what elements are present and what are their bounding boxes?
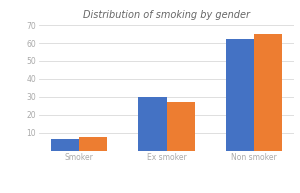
- Bar: [51, 139, 79, 151]
- Bar: [138, 97, 167, 151]
- Bar: [254, 34, 282, 151]
- Bar: [79, 137, 107, 151]
- Title: Distribution of smoking by gender: Distribution of smoking by gender: [83, 10, 250, 20]
- Bar: [167, 102, 195, 151]
- Bar: [226, 39, 254, 151]
